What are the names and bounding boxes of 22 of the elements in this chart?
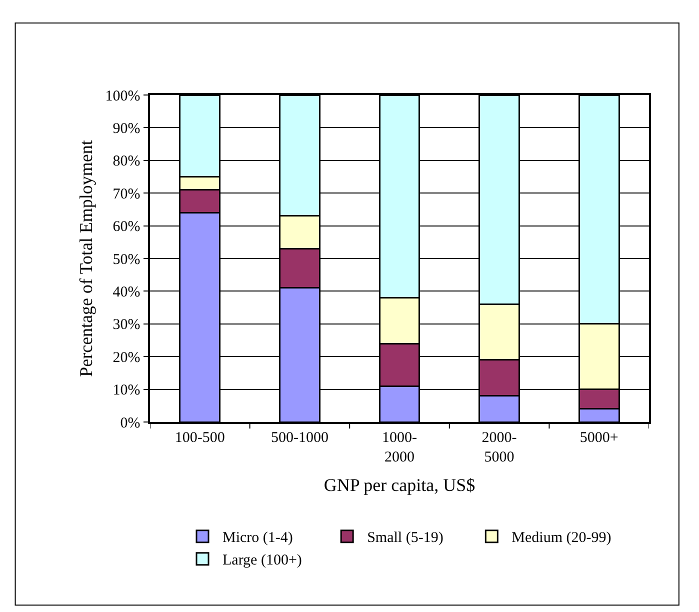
x-axis-title: GNP per capita, US$ xyxy=(324,474,476,495)
y-tick-label: 10% xyxy=(112,382,140,399)
x-tick-label: 5000+ xyxy=(580,430,618,446)
y-tick-label: 60% xyxy=(112,219,140,236)
legend-label: Micro (1-4) xyxy=(222,530,293,546)
y-tick-label: 100% xyxy=(105,88,140,104)
y-tick-label: 30% xyxy=(112,317,140,334)
x-tick-label: 1000- 2000 xyxy=(382,430,417,466)
y-tick-label: 70% xyxy=(112,186,140,202)
x-tick-label: 100-500 xyxy=(174,430,225,446)
y-tick-label: 80% xyxy=(112,154,140,170)
x-tick-label: 2000- 5000 xyxy=(482,430,517,466)
legend-label: Large (100+) xyxy=(222,552,302,569)
legend-label: Small (5-19) xyxy=(367,530,444,546)
x-tick-label: 500-1000 xyxy=(270,430,328,446)
y-tick-label: 20% xyxy=(112,350,140,366)
y-tick-label: 0% xyxy=(120,415,140,432)
y-tick-label: 50% xyxy=(112,252,140,268)
y-tick-label: 40% xyxy=(112,284,140,300)
legend-label: Medium (20-99) xyxy=(512,530,612,546)
y-tick-label: 90% xyxy=(112,120,140,137)
y-axis-title: Percentage of Total Employment xyxy=(76,140,96,377)
